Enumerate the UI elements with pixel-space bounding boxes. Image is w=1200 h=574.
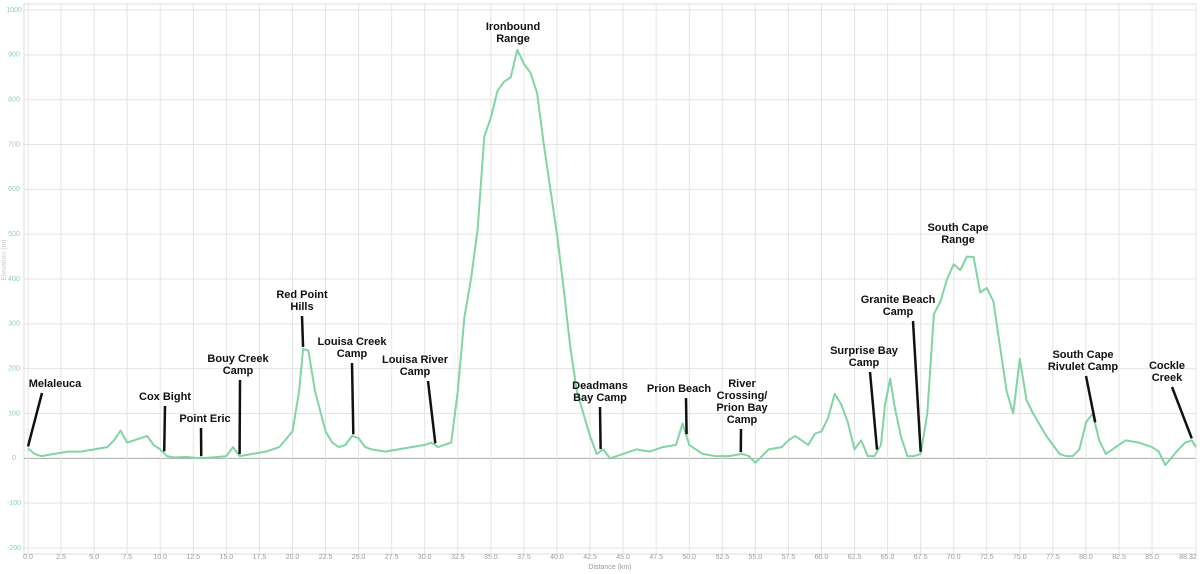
annotation-label: Rivulet Camp [1048, 361, 1119, 373]
annotation-label: Bay Camp [573, 392, 627, 404]
x-tick-label: 37.5 [517, 554, 531, 561]
annotation-label: Ironbound [486, 21, 540, 33]
y-tick-label: -200 [7, 545, 21, 552]
x-tick-label: 57.5 [782, 554, 796, 561]
x-tick-label: 60.0 [815, 554, 829, 561]
x-tick-label: 17.5 [253, 554, 267, 561]
y-tick-label: 700 [8, 141, 20, 148]
x-tick-label: 67.5 [914, 554, 928, 561]
annotation-leader [350, 362, 355, 435]
annotation-label: Granite Beach [861, 294, 936, 306]
annotation-leader [1170, 386, 1193, 439]
annotation-label: South Cape [1052, 349, 1113, 361]
annotation-leader [598, 406, 602, 450]
x-tick-label: 40.0 [550, 554, 564, 561]
x-tick-label: 15.0 [220, 554, 234, 561]
annotation-label: Range [941, 234, 975, 246]
annotation-leader [162, 405, 167, 452]
annotation-label: Prion Bay [716, 402, 768, 414]
annotation-label: Cox Bight [139, 391, 191, 403]
annotation-leader [684, 397, 688, 435]
annotation-label: Camp [727, 414, 758, 426]
annotation-label: Prion Beach [647, 383, 711, 395]
y-tick-label: 800 [8, 97, 20, 104]
annotation-label: Crossing/ [717, 390, 768, 402]
x-tick-label: 22.5 [319, 554, 333, 561]
y-tick-label: 600 [8, 186, 20, 193]
x-tick-label: 62.5 [848, 554, 862, 561]
annotation-label: Melaleuca [29, 378, 82, 390]
annotation-leader [26, 392, 44, 447]
x-tick-label: 35.0 [484, 554, 498, 561]
x-tick-label: 12.5 [186, 554, 200, 561]
x-tick-label: 32.5 [451, 554, 465, 561]
y-tick-label: 500 [8, 231, 20, 238]
x-tick-label: 52.5 [715, 554, 729, 561]
annotation-label: Camp [883, 306, 914, 318]
annotation-label: Hills [290, 301, 313, 313]
x-tick-label: 72.5 [980, 554, 994, 561]
annotation-label: Red Point [276, 289, 328, 301]
x-tick-label: 75.0 [1013, 554, 1027, 561]
x-axis-label: Distance (km) [588, 564, 631, 571]
x-tick-label: 47.5 [649, 554, 663, 561]
annotation-label: Range [496, 33, 530, 45]
x-tick-label: 77.5 [1046, 554, 1060, 561]
x-tick-label: 30.0 [418, 554, 432, 561]
y-tick-label: 1000 [6, 7, 22, 14]
x-tick-label: 42.5 [583, 554, 597, 561]
y-tick-label: 400 [8, 276, 20, 283]
annotation-label: Point Eric [179, 413, 230, 425]
x-tick-label: 5.0 [89, 554, 99, 561]
annotation-leader [868, 371, 879, 450]
x-tick-label: 65.0 [881, 554, 895, 561]
x-tick-label: 7.5 [122, 554, 132, 561]
annotation-label: Surprise Bay [830, 345, 899, 357]
x-tick-label: 45.0 [616, 554, 630, 561]
y-tick-label: 0 [12, 455, 16, 462]
x-tick-label: 20.0 [286, 554, 300, 561]
x-tick-label: 80.0 [1079, 554, 1093, 561]
y-axis-label: Elevation (m) [1, 239, 8, 280]
annotation-label: Cockle [1149, 360, 1185, 372]
annotation-leader [426, 380, 437, 444]
x-tick-label: 27.5 [385, 554, 399, 561]
annotation-label: Camp [337, 348, 368, 360]
annotation-leader [911, 320, 922, 452]
annotation-label: Camp [400, 366, 431, 378]
y-tick-label: 300 [8, 321, 20, 328]
x-tick-label: 25.0 [352, 554, 366, 561]
annotation-leader [1084, 375, 1097, 423]
y-tick-label: 200 [8, 366, 20, 373]
y-tick-label: 900 [8, 52, 20, 59]
annotation-leader [300, 315, 305, 347]
annotation-label: Bouy Creek [207, 353, 269, 365]
annotation-label: River [728, 378, 756, 390]
x-tick-label: 0.0 [23, 554, 33, 561]
x-tick-label: 10.0 [153, 554, 167, 561]
x-tick-label: 55.0 [749, 554, 763, 561]
y-tick-label: -100 [7, 500, 21, 507]
x-tick-label: 82.5 [1112, 554, 1126, 561]
annotation-label: Louisa River [382, 354, 449, 366]
annotation-label: Deadmans [572, 380, 628, 392]
x-tick-label: 85.0 [1145, 554, 1159, 561]
elevation-line [27, 48, 1197, 467]
x-tick-label: 2.5 [56, 554, 66, 561]
x-tick-label: 50.0 [682, 554, 696, 561]
annotation-label: Creek [1152, 372, 1183, 384]
annotation-label: Louisa Creek [317, 336, 387, 348]
annotation-label: Camp [223, 365, 254, 377]
x-tick-label: 70.0 [947, 554, 961, 561]
y-tick-label: 100 [8, 410, 20, 417]
annotation-label: South Cape [927, 222, 988, 234]
x-tick-label: 88.32 [1179, 554, 1197, 561]
annotation-label: Camp [849, 357, 880, 369]
